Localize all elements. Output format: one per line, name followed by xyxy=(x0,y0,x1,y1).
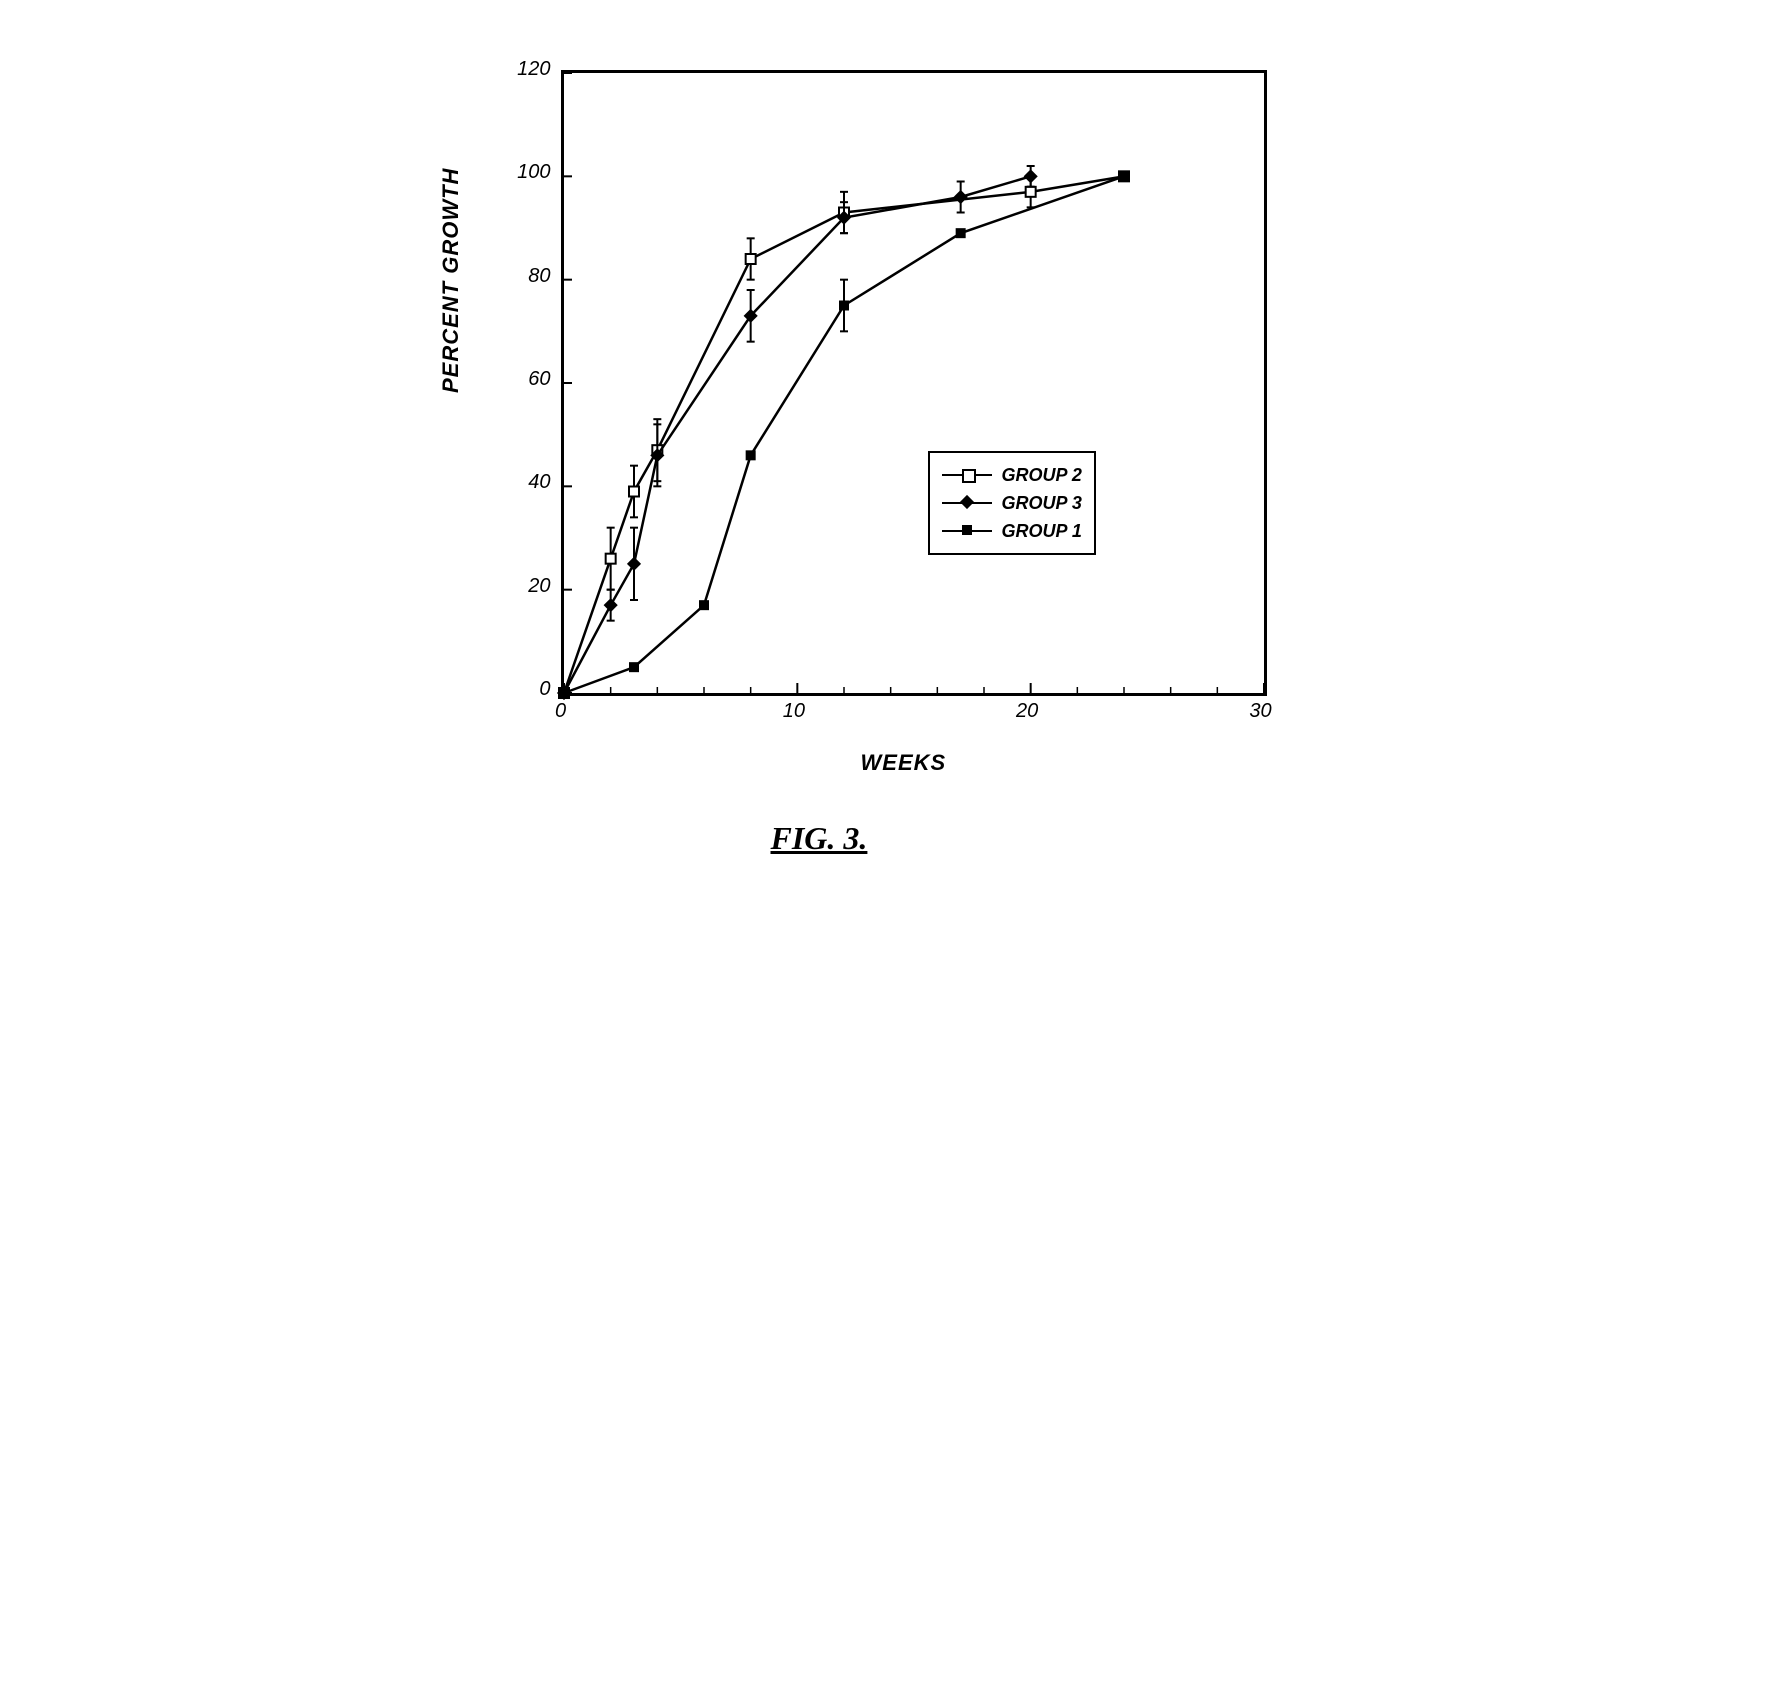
y-tick-label: 20 xyxy=(501,575,551,598)
legend-marker xyxy=(962,525,972,535)
x-axis-label: WEEKS xyxy=(861,750,947,776)
legend: GROUP 2 GROUP 3 GROUP 1 xyxy=(928,451,1096,555)
legend-label: GROUP 2 xyxy=(1002,465,1082,486)
legend-marker xyxy=(959,495,973,509)
legend-row: GROUP 3 xyxy=(942,489,1082,517)
legend-row: GROUP 1 xyxy=(942,517,1082,545)
legend-line xyxy=(942,474,992,476)
legend-row: GROUP 2 xyxy=(942,461,1082,489)
x-tick-label: 30 xyxy=(1241,700,1281,723)
y-tick-label: 80 xyxy=(501,265,551,288)
x-tick-label: 0 xyxy=(541,700,581,723)
legend-marker xyxy=(962,469,976,483)
figure-caption: FIG. 3. xyxy=(771,820,868,857)
y-tick-label: 120 xyxy=(501,58,551,81)
plot-area: GROUP 2 GROUP 3 GROUP 1 xyxy=(561,70,1267,696)
y-axis-label: PERCENT GROWTH xyxy=(438,168,464,393)
legend-line xyxy=(942,530,992,532)
y-tick-label: 40 xyxy=(501,471,551,494)
y-tick-label: 0 xyxy=(501,678,551,701)
legend-line xyxy=(942,502,992,504)
y-tick-label: 60 xyxy=(501,368,551,391)
x-tick-label: 10 xyxy=(774,700,814,723)
y-tick-label: 100 xyxy=(501,161,551,184)
legend-label: GROUP 3 xyxy=(1002,493,1082,514)
x-tick-label: 20 xyxy=(1007,700,1047,723)
legend-label: GROUP 1 xyxy=(1002,521,1082,542)
chart-container: GROUP 2 GROUP 3 GROUP 1 PERCENT GROWTH WEE… xyxy=(441,40,1341,890)
